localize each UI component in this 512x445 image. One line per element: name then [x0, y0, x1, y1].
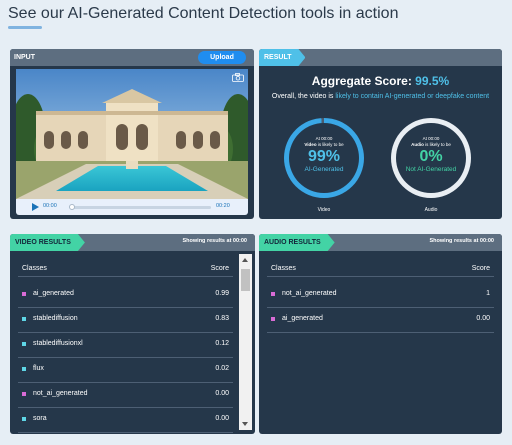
video-frame-image — [16, 69, 248, 199]
table-row: sora 0.00 — [18, 408, 233, 433]
video-player-controls: 00:00 00:20 — [16, 199, 248, 215]
class-score: 0.12 — [215, 340, 229, 347]
summary-highlight: likely to contain AI-generated or deepfa… — [335, 93, 490, 100]
seek-thumb[interactable] — [69, 204, 75, 210]
headline-underline — [8, 26, 42, 29]
class-score: 0.00 — [215, 415, 229, 422]
video-gauge-time: At 00:00 — [315, 136, 333, 141]
play-icon[interactable] — [32, 203, 39, 211]
class-name: stablediffusionxl — [33, 340, 83, 347]
audio-col-score: Score — [471, 265, 490, 272]
audio-gauge-caption: Audio — [424, 207, 438, 213]
class-color-swatch — [22, 392, 26, 396]
audio-gauge-percent: 0% — [419, 148, 443, 165]
table-row: not_ai_generated 1 — [267, 283, 494, 308]
camera-icon[interactable] — [232, 73, 244, 82]
video-col-score: Score — [210, 265, 229, 272]
input-panel: INPUT Upload — [10, 49, 254, 219]
class-name: ai_generated — [33, 290, 74, 297]
summary-prefix: Overall, the video is — [271, 93, 334, 100]
audio-results-tag: AUDIO RESULTS — [259, 234, 335, 251]
table-row: ai_generated 0.99 — [18, 283, 233, 308]
input-panel-header: INPUT Upload — [10, 49, 254, 66]
video-gauge-likely-prefix: Video — [304, 142, 317, 147]
video-gauge-percent: 99% — [307, 148, 341, 165]
class-name: flux — [33, 365, 44, 372]
class-color-swatch — [22, 342, 26, 346]
current-time: 00:00 — [43, 203, 57, 209]
video-results-header: VIDEO RESULTS Showing results at 00:00 — [10, 234, 255, 251]
video-results-panel: VIDEO RESULTS Showing results at 00:00 C… — [10, 234, 255, 434]
result-summary: Overall, the video is likely to contain … — [267, 92, 494, 101]
video-results-showing: Showing results at 00:00 — [182, 238, 248, 244]
input-tag: INPUT — [14, 54, 35, 61]
audio-results-rows: not_ai_generated 1 ai_generated 0.00 — [267, 283, 494, 333]
class-name: ai_generated — [282, 315, 323, 322]
class-score: 0.02 — [215, 365, 229, 372]
class-score: 0.99 — [215, 290, 229, 297]
aggregate-value: 99.5% — [415, 74, 450, 88]
class-color-swatch — [22, 317, 26, 321]
class-score: 0.00 — [476, 315, 490, 322]
audio-results-table-header: Classes Score — [267, 265, 494, 277]
class-name: not_ai_generated — [282, 290, 337, 297]
audio-results-panel: AUDIO RESULTS Showing results at 00:00 C… — [259, 234, 502, 434]
audio-gauge-likely-suffix: is likely to be — [425, 142, 451, 147]
audio-gauge-inner: At 00:00 Audio is likely to be 0% Not AI… — [396, 123, 466, 193]
aggregate-score: Aggregate Score: 99.5% — [259, 74, 502, 88]
video-gauge-caption: Video — [317, 207, 331, 213]
class-name: sora — [33, 415, 47, 422]
audio-gauge-likely: Audio is likely to be — [396, 142, 466, 148]
class-color-swatch — [22, 367, 26, 371]
scroll-up-icon[interactable] — [242, 258, 248, 262]
class-color-swatch — [22, 292, 26, 296]
class-score: 1 — [486, 290, 490, 297]
page-headline: See our AI-Generated Content Detection t… — [8, 5, 399, 22]
video-gauge: At 00:00 Video is likely to be 99% AI-Ge… — [284, 118, 364, 198]
audio-gauge-label: Not AI-Generated — [405, 166, 457, 173]
class-name: not_ai_generated — [33, 390, 88, 397]
video-gauge-likely: Video is likely to be — [289, 142, 359, 148]
class-color-swatch — [271, 292, 275, 296]
table-row: ai_generated 0.00 — [267, 308, 494, 333]
video-results-rows: ai_generated 0.99 stablediffusion 0.83 stabl… — [18, 283, 233, 433]
class-color-swatch — [22, 417, 26, 421]
audio-results-header: AUDIO RESULTS Showing results at 00:00 — [259, 234, 502, 251]
table-row: stablediffusionxl 0.12 — [18, 333, 233, 358]
table-row: flux 0.02 — [18, 358, 233, 383]
result-panel: RESULT Aggregate Score: 99.5% Overall, t… — [259, 49, 502, 219]
table-row: not_ai_generated 0.00 — [18, 383, 233, 408]
class-name: stablediffusion — [33, 315, 78, 322]
class-score: 0.83 — [215, 315, 229, 322]
audio-gauge: At 00:00 Audio is likely to be 0% Not AI… — [391, 118, 471, 198]
audio-results-showing: Showing results at 00:00 — [429, 238, 495, 244]
video-results-table-header: Classes Score — [18, 265, 233, 277]
class-score: 0.00 — [215, 390, 229, 397]
scroll-down-icon[interactable] — [242, 422, 248, 426]
video-results-scrollbar[interactable] — [239, 254, 252, 430]
audio-col-classes: Classes — [271, 265, 296, 272]
audio-gauge-likely-prefix: Audio — [411, 142, 424, 147]
video-col-classes: Classes — [22, 265, 47, 272]
video-gauge-label: AI-Generated — [304, 166, 344, 173]
video-preview[interactable] — [16, 69, 248, 199]
result-panel-header: RESULT — [259, 49, 502, 66]
scroll-thumb[interactable] — [241, 269, 250, 291]
class-color-swatch — [271, 317, 275, 321]
aggregate-label: Aggregate Score: — [311, 74, 412, 88]
video-gauge-likely-suffix: is likely to be — [317, 142, 344, 147]
table-row: stablediffusion 0.83 — [18, 308, 233, 333]
audio-gauge-time: At 00:00 — [422, 136, 440, 141]
video-gauge-inner: At 00:00 Video is likely to be 99% AI-Ge… — [289, 123, 359, 193]
video-results-tag: VIDEO RESULTS — [10, 234, 85, 251]
upload-button[interactable]: Upload — [198, 51, 246, 64]
result-tag: RESULT — [259, 49, 305, 66]
total-time: 00:20 — [216, 203, 230, 209]
seek-track[interactable] — [71, 206, 211, 209]
